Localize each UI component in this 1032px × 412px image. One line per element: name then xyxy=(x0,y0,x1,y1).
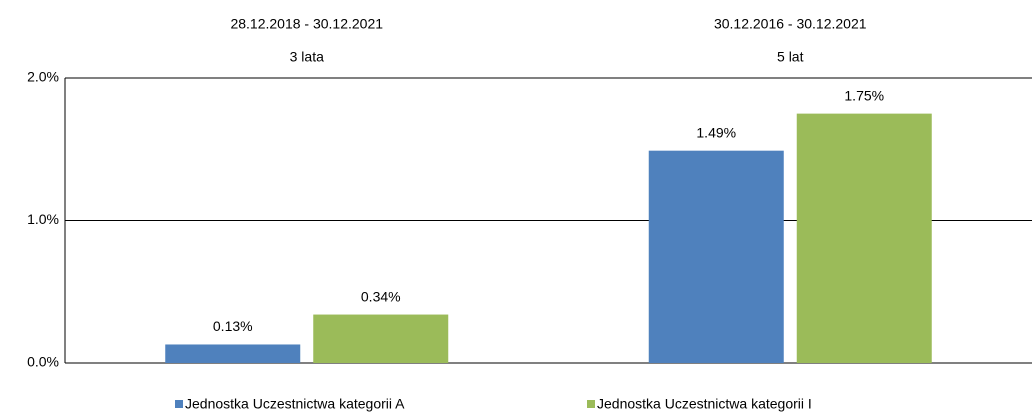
legend-swatch xyxy=(587,400,595,408)
bar xyxy=(313,314,449,363)
category-label: 30.12.2016 - 30.12.2021 xyxy=(714,16,867,32)
value-label: 0.34% xyxy=(361,288,401,304)
value-label: 0.13% xyxy=(213,318,253,334)
bar xyxy=(165,344,301,363)
bar xyxy=(796,113,932,363)
category-sublabel: 5 lat xyxy=(777,49,804,65)
legend-label: Jednostka Uczestnictwa kategorii A xyxy=(185,396,405,412)
y-tick-label: 0.0% xyxy=(27,354,59,370)
value-label: 1.49% xyxy=(696,124,736,140)
category-label: 28.12.2018 - 30.12.2021 xyxy=(230,16,383,32)
value-label: 1.75% xyxy=(844,87,884,103)
y-tick-label: 1.0% xyxy=(27,211,59,227)
category-sublabel: 3 lata xyxy=(290,49,324,65)
y-tick-label: 2.0% xyxy=(27,69,59,85)
bar xyxy=(648,150,784,363)
legend-label: Jednostka Uczestnictwa kategorii I xyxy=(597,396,812,412)
legend-swatch xyxy=(175,400,183,408)
